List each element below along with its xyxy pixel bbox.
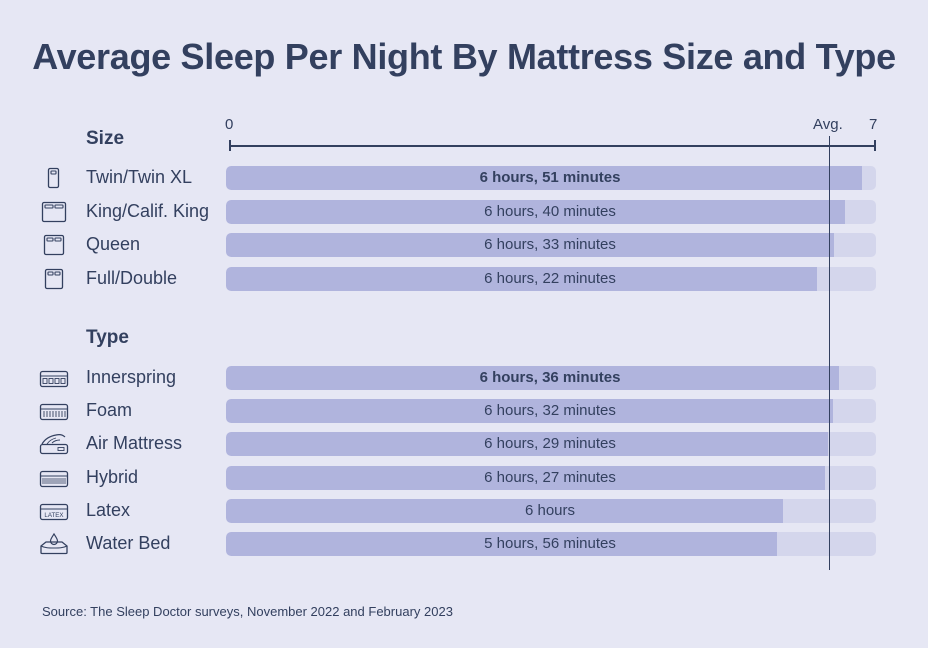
bar-value-air-mattress: 6 hours, 29 minutes <box>484 435 616 452</box>
innerspring-mattress-icon <box>38 366 70 390</box>
bar-air-mattress <box>226 432 828 456</box>
axis-tick-label-avg: Avg. <box>813 116 843 133</box>
bar-label-water-bed: Water Bed <box>86 533 171 553</box>
bar-value-queen: 6 hours, 33 minutes <box>484 236 616 253</box>
x-axis-tick-max <box>874 140 876 151</box>
bar-foam <box>226 399 833 423</box>
bar-water-bed <box>226 532 777 556</box>
bar-row-innerspring: Innerspring 6 hours, 36 minutes <box>0 366 928 390</box>
x-axis-line <box>229 145 875 147</box>
bar-row-queen: Queen 6 hours, 33 minutes <box>0 233 928 257</box>
water-bed-icon <box>38 532 70 556</box>
bar-value-latex: 6 hours <box>524 502 576 519</box>
bar-twin-twin-xl <box>226 166 863 190</box>
bar-value-full-double: 6 hours, 22 minutes <box>484 269 616 287</box>
bar-track-air-mattress: 6 hours, 29 minutes <box>226 432 876 456</box>
bar-label-twin-twin-xl: Twin/Twin XL <box>86 167 193 187</box>
bar-row-latex: LATEX Latex 6 hours <box>0 499 928 523</box>
bar-track-water-bed: 5 hours, 56 minutes <box>226 532 876 556</box>
axis-tick-label-min: 0 <box>225 116 234 133</box>
queen-bed-icon <box>38 233 70 257</box>
bar-track-twin-twin-xl: 6 hours, 51 minutes <box>226 166 876 190</box>
bar-innerspring <box>226 366 839 390</box>
latex-mattress-icon: LATEX <box>38 499 70 523</box>
hybrid-mattress-icon <box>38 466 70 490</box>
source-note: Source: The Sleep Doctor surveys, Novemb… <box>42 604 453 619</box>
bar-latex <box>226 499 784 523</box>
bar-value-hybrid: 6 hours, 27 minutes <box>484 468 616 486</box>
bar-value-innerspring: 6 hours, 36 minutes <box>479 369 621 386</box>
chart-title: Average Sleep Per Night By Mattress Size… <box>32 36 896 77</box>
bar-value-water-bed: 5 hours, 56 minutes <box>484 535 616 552</box>
bar-track-innerspring: 6 hours, 36 minutes <box>226 366 876 390</box>
bar-label-innerspring: Innerspring <box>86 367 177 387</box>
bar-track-latex: 6 hours <box>226 499 876 523</box>
air-mattress-icon <box>38 432 70 456</box>
bar-label-air-mattress: Air Mattress <box>86 433 183 453</box>
axis-tick-label-max: 7 <box>869 116 878 133</box>
bar-row-hybrid: Hybrid 6 hours, 27 minutes <box>0 465 928 490</box>
bar-label-queen: Queen <box>86 234 141 254</box>
bar-row-full-double: Full/Double 6 hours, 22 minutes <box>0 266 928 291</box>
bar-label-full-double: Full/Double <box>86 267 178 288</box>
bar-row-king-calif-king: King/Calif. King 6 hours, 40 minutes <box>0 199 928 224</box>
foam-mattress-icon <box>38 399 70 423</box>
bar-track-queen: 6 hours, 33 minutes <box>226 233 876 257</box>
bar-king-calif-king <box>226 199 846 224</box>
bar-value-foam: 6 hours, 32 minutes <box>484 402 616 419</box>
bar-row-air-mattress: Air Mattress 6 hours, 29 minutes <box>0 432 928 456</box>
bar-full-double <box>226 266 818 291</box>
bar-hybrid <box>226 465 825 490</box>
bar-value-king-calif-king: 6 hours, 40 minutes <box>484 202 616 220</box>
x-axis-tick-min <box>229 140 231 151</box>
bar-label-foam: Foam <box>86 400 133 420</box>
bar-label-king-calif-king: King/Calif. King <box>86 200 210 221</box>
bar-label-latex: Latex <box>86 500 131 520</box>
bar-track-foam: 6 hours, 32 minutes <box>226 399 876 423</box>
bar-track-full-double: 6 hours, 22 minutes <box>226 266 876 291</box>
section-heading-type: Type <box>86 327 129 348</box>
section-heading-size: Size <box>86 128 125 149</box>
full-bed-icon <box>38 267 70 291</box>
bar-row-water-bed: Water Bed 5 hours, 56 minutes <box>0 532 928 556</box>
bar-row-foam: Foam 6 hours, 32 minutes <box>0 399 928 423</box>
bar-track-king-calif-king: 6 hours, 40 minutes <box>226 199 876 224</box>
average-marker-line <box>828 136 831 570</box>
bar-value-twin-twin-xl: 6 hours, 51 minutes <box>479 169 621 186</box>
twin-bed-icon <box>38 166 70 190</box>
svg-text:LATEX: LATEX <box>44 512 63 519</box>
bar-track-hybrid: 6 hours, 27 minutes <box>226 465 876 490</box>
bar-label-hybrid: Hybrid <box>86 466 139 487</box>
bar-row-twin-twin-xl: Twin/Twin XL 6 hours, 51 minutes <box>0 166 928 190</box>
bar-queen <box>226 233 835 257</box>
king-bed-icon <box>38 200 70 224</box>
